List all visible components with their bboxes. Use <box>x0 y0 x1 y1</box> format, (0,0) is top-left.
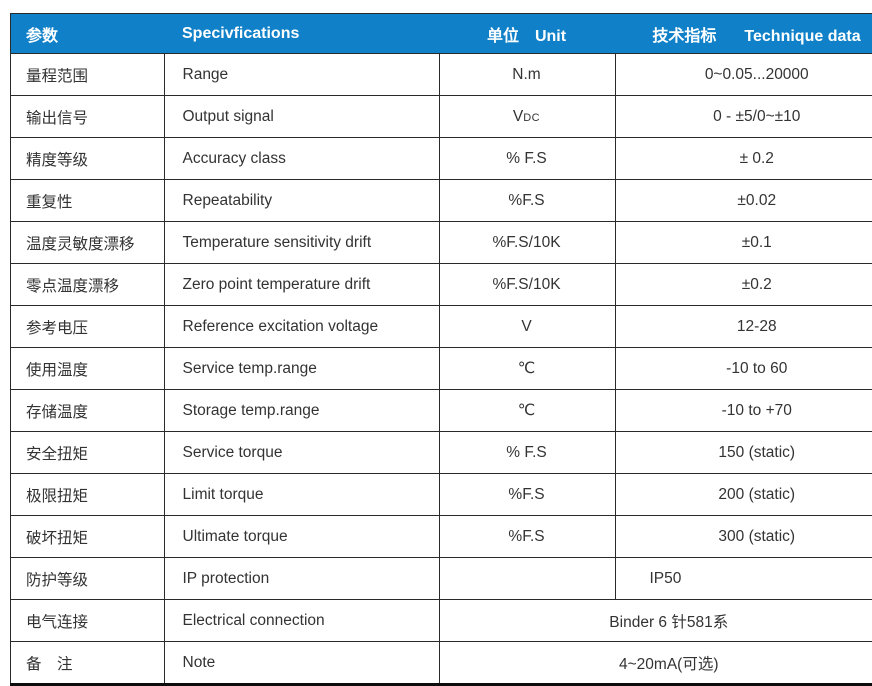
header-unit-en: Unit <box>535 28 566 45</box>
spec-cell: Electrical connection <box>164 600 439 642</box>
param-cell: 温度灵敏度漂移 <box>11 222 165 264</box>
spec-cell: Repeatability <box>164 180 439 222</box>
spec-cell: Output signal <box>164 96 439 138</box>
param-cell: 精度等级 <box>11 138 165 180</box>
value-cell: 300 (static) <box>615 516 872 558</box>
spec-cell: Storage temp.range <box>164 390 439 432</box>
spec-cell: Note <box>164 642 439 685</box>
header-param-zh: 参数 <box>26 28 58 45</box>
header-technique-data: 技术指标 Technique data <box>615 14 872 54</box>
table-row: 零点温度漂移 Zero point temperature drift %F.S… <box>11 264 872 306</box>
spec-cell: Temperature sensitivity drift <box>164 222 439 264</box>
table-row: 存储温度 Storage temp.range ℃ -10 to +70 <box>11 390 872 432</box>
value-cell: 0~0.05...20000 <box>615 54 872 96</box>
unit-cell: %F.S <box>439 516 615 558</box>
unit-cell: N.m <box>439 54 615 96</box>
param-cell: 极限扭矩 <box>11 474 165 516</box>
table-row: 输出信号 Output signal VDC 0 - ±5/0~±10 <box>11 96 872 138</box>
table-row: 温度灵敏度漂移 Temperature sensitivity drift %F… <box>11 222 872 264</box>
value-cell: 200 (static) <box>615 474 872 516</box>
spec-cell: Range <box>164 54 439 96</box>
value-cell: IP50 <box>615 558 872 600</box>
unit-text: V <box>513 108 523 125</box>
param-cell: 电气连接 <box>11 600 165 642</box>
unit-cell: VDC <box>439 96 615 138</box>
header-spec-en: Specivfications <box>182 25 299 42</box>
header-tech-zh: 技术指标 <box>652 28 716 45</box>
param-cell: 零点温度漂移 <box>11 264 165 306</box>
value-cell: 0 - ±5/0~±10 <box>615 96 872 138</box>
param-cell: 使用温度 <box>11 348 165 390</box>
spec-cell: Accuracy class <box>164 138 439 180</box>
table-row: 使用温度 Service temp.range ℃ -10 to 60 <box>11 348 872 390</box>
param-cell: 安全扭矩 <box>11 432 165 474</box>
value-cell: ±0.2 <box>615 264 872 306</box>
header-param: 参数 <box>11 14 165 54</box>
header-row: 参数 Specivfications 单位 Unit 技术指标 Technique … <box>11 14 872 54</box>
spec-table: 参数 Specivfications 单位 Unit 技术指标 Technique … <box>10 13 872 686</box>
spec-cell: Limit torque <box>164 474 439 516</box>
value-cell: ± 0.2 <box>615 138 872 180</box>
value-cell: ±0.1 <box>615 222 872 264</box>
param-cell: 防护等级 <box>11 558 165 600</box>
unit-cell <box>439 558 615 600</box>
param-cell: 输出信号 <box>11 96 165 138</box>
header-unit: 单位 Unit <box>439 14 615 54</box>
table-row: 量程范围 Range N.m 0~0.05...20000 <box>11 54 872 96</box>
param-cell: 破坏扭矩 <box>11 516 165 558</box>
header-tech-en: Technique data <box>744 28 860 45</box>
param-cell: 存储温度 <box>11 390 165 432</box>
param-cell: 重复性 <box>11 180 165 222</box>
unit-cell: %F.S <box>439 474 615 516</box>
table-row: 精度等级 Accuracy class % F.S ± 0.2 <box>11 138 872 180</box>
table-row: 破坏扭矩 Ultimate torque %F.S 300 (static) <box>11 516 872 558</box>
value-cell: -10 to +70 <box>615 390 872 432</box>
unit-cell: %F.S/10K <box>439 264 615 306</box>
table-row: 备 注 Note 4~20mA(可选) <box>11 642 872 685</box>
param-cell: 量程范围 <box>11 54 165 96</box>
header-unit-zh: 单位 <box>487 28 519 45</box>
header-specifications: Specivfications <box>164 14 439 54</box>
param-cell: 参考电压 <box>11 306 165 348</box>
value-cell-merged: 4~20mA(可选) <box>439 642 872 685</box>
spec-cell: Service torque <box>164 432 439 474</box>
spec-cell: Ultimate torque <box>164 516 439 558</box>
table-row: 参考电压 Reference excitation voltage V 12-2… <box>11 306 872 348</box>
value-cell: 12-28 <box>615 306 872 348</box>
table-row: 电气连接 Electrical connection Binder 6 针581… <box>11 600 872 642</box>
table-row: 极限扭矩 Limit torque %F.S 200 (static) <box>11 474 872 516</box>
value-cell: -10 to 60 <box>615 348 872 390</box>
unit-cell: ℃ <box>439 348 615 390</box>
unit-cell: % F.S <box>439 432 615 474</box>
spec-cell: Zero point temperature drift <box>164 264 439 306</box>
spec-cell: IP protection <box>164 558 439 600</box>
unit-cell: %F.S <box>439 180 615 222</box>
unit-cell: %F.S/10K <box>439 222 615 264</box>
param-cell: 备 注 <box>11 642 165 685</box>
unit-cell: % F.S <box>439 138 615 180</box>
table-row: 重复性 Repeatability %F.S ±0.02 <box>11 180 872 222</box>
value-cell: 150 (static) <box>615 432 872 474</box>
spec-cell: Service temp.range <box>164 348 439 390</box>
table-row: 防护等级 IP protection IP50 <box>11 558 872 600</box>
value-cell: ±0.02 <box>615 180 872 222</box>
unit-cell: V <box>439 306 615 348</box>
unit-subscript: DC <box>523 112 540 124</box>
spec-cell: Reference excitation voltage <box>164 306 439 348</box>
value-cell-merged: Binder 6 针581系 <box>439 600 872 642</box>
table-row: 安全扭矩 Service torque % F.S 150 (static) <box>11 432 872 474</box>
unit-cell: ℃ <box>439 390 615 432</box>
